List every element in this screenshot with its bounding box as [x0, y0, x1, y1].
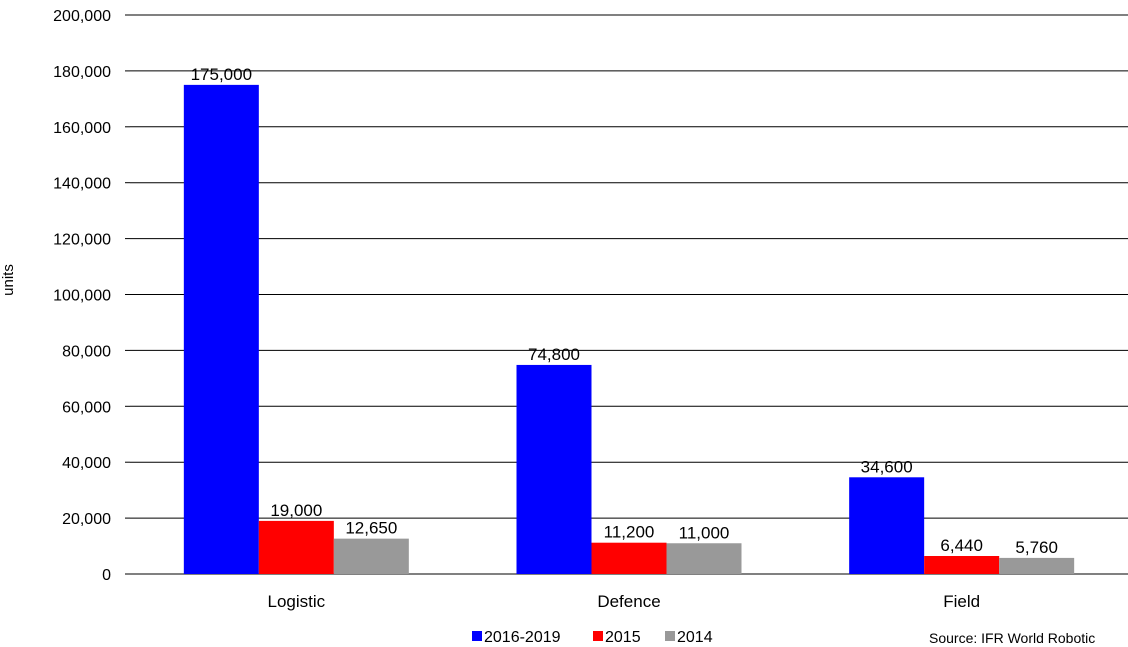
y-tick-label: 0	[102, 567, 111, 584]
legend-swatch	[472, 631, 482, 641]
legend: 2016-2019 2015 2014	[472, 629, 713, 646]
x-axis-categories: Logistic Defence Field	[268, 592, 981, 611]
y-tick-label: 200,000	[53, 8, 111, 25]
legend-swatch	[593, 631, 603, 641]
bar-2015-Logistic	[258, 520, 334, 574]
legend-label: 2014	[677, 629, 713, 646]
category-label: Field	[943, 592, 980, 611]
data-label: 34,600	[861, 457, 913, 476]
data-label: 175,000	[191, 65, 252, 84]
bar-2016-2019-Field	[849, 477, 925, 574]
legend-swatch	[665, 631, 675, 641]
bar-2014-Defence	[666, 543, 742, 574]
y-tick-label: 40,000	[62, 455, 111, 472]
legend-label: 2015	[605, 629, 641, 646]
data-label: 5,760	[1015, 538, 1058, 557]
bar-2014-Logistic	[333, 538, 409, 574]
data-label: 6,440	[940, 536, 983, 555]
data-labels: 175,000 19,000 12,650 74,800 11,200 11,000 34,…	[191, 65, 1058, 557]
gridlines	[125, 14, 1128, 575]
bar-2015-Defence	[591, 542, 667, 574]
y-tick-label: 160,000	[53, 120, 111, 137]
bar-2014-Field	[999, 557, 1075, 574]
y-tick-label: 60,000	[62, 399, 111, 416]
data-label: 11,200	[604, 523, 655, 542]
source-note: Source: IFR World Robotic	[929, 630, 1095, 646]
y-tick-label: 120,000	[53, 232, 111, 249]
legend-label: 2016-2019	[484, 629, 561, 646]
data-label: 19,000	[270, 501, 322, 520]
category-label: Defence	[597, 592, 660, 611]
y-tick-label: 180,000	[53, 64, 111, 81]
y-axis-label: units	[0, 264, 17, 296]
data-label: 12,650	[345, 519, 397, 538]
y-axis-ticks: 0 20,000 40,000 60,000 80,000 100,000 120,000 1…	[53, 8, 111, 584]
y-tick-label: 100,000	[53, 288, 111, 305]
bar-2016-2019-Defence	[516, 364, 592, 574]
bar-2015-Field	[924, 556, 1000, 574]
data-label: 11,000	[679, 523, 730, 542]
bars	[183, 84, 1075, 574]
y-tick-label: 140,000	[53, 176, 111, 193]
data-label: 74,800	[528, 345, 580, 364]
y-tick-label: 20,000	[62, 511, 111, 528]
category-label: Logistic	[268, 592, 326, 611]
y-tick-label: 80,000	[62, 343, 111, 360]
bar-2016-2019-Logistic	[183, 84, 259, 574]
